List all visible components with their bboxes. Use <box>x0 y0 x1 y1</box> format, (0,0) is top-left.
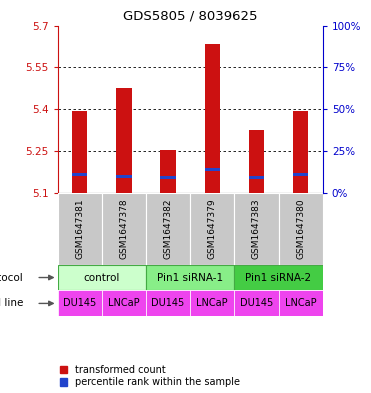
Bar <box>58 264 146 290</box>
Bar <box>146 290 190 316</box>
Title: GDS5805 / 8039625: GDS5805 / 8039625 <box>123 10 257 23</box>
Bar <box>234 193 279 264</box>
Text: cell line: cell line <box>0 298 23 309</box>
Bar <box>234 264 323 290</box>
Text: DU145: DU145 <box>151 298 185 309</box>
Bar <box>102 193 146 264</box>
Text: protocol: protocol <box>0 272 23 283</box>
Bar <box>204 44 220 193</box>
Bar <box>160 150 176 193</box>
Bar <box>116 88 132 193</box>
Text: DU145: DU145 <box>240 298 273 309</box>
Bar <box>116 175 132 178</box>
Text: GSM1647379: GSM1647379 <box>208 198 217 259</box>
Bar <box>146 193 190 264</box>
Bar <box>234 290 279 316</box>
Text: Pin1 siRNA-1: Pin1 siRNA-1 <box>157 272 223 283</box>
Text: GSM1647378: GSM1647378 <box>119 198 128 259</box>
Legend: transformed count, percentile rank within the sample: transformed count, percentile rank withi… <box>59 364 241 388</box>
Bar <box>279 290 323 316</box>
Bar <box>102 290 146 316</box>
Bar <box>249 176 264 179</box>
Bar <box>58 290 102 316</box>
Text: Pin1 siRNA-2: Pin1 siRNA-2 <box>246 272 312 283</box>
Bar <box>190 193 234 264</box>
Text: GSM1647380: GSM1647380 <box>296 198 305 259</box>
Bar <box>58 193 102 264</box>
Text: LNCaP: LNCaP <box>108 298 139 309</box>
Bar <box>293 110 308 193</box>
Text: DU145: DU145 <box>63 298 96 309</box>
Text: GSM1647383: GSM1647383 <box>252 198 261 259</box>
Bar <box>279 193 323 264</box>
Bar <box>249 130 264 193</box>
Bar <box>293 173 308 176</box>
Text: LNCaP: LNCaP <box>285 298 316 309</box>
Bar <box>204 168 220 171</box>
Text: GSM1647381: GSM1647381 <box>75 198 84 259</box>
Text: control: control <box>83 272 120 283</box>
Bar <box>160 176 176 179</box>
Bar <box>146 264 234 290</box>
Bar <box>190 290 234 316</box>
Text: GSM1647382: GSM1647382 <box>164 198 173 259</box>
Bar <box>72 173 87 176</box>
Bar <box>72 110 87 193</box>
Text: LNCaP: LNCaP <box>196 298 228 309</box>
